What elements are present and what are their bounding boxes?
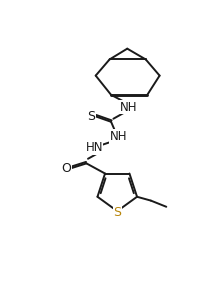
Text: HN: HN xyxy=(85,142,102,155)
Text: S: S xyxy=(113,206,121,219)
Text: NH: NH xyxy=(110,130,127,143)
Text: NH: NH xyxy=(119,101,137,114)
Text: O: O xyxy=(61,162,71,175)
Text: S: S xyxy=(87,110,95,123)
